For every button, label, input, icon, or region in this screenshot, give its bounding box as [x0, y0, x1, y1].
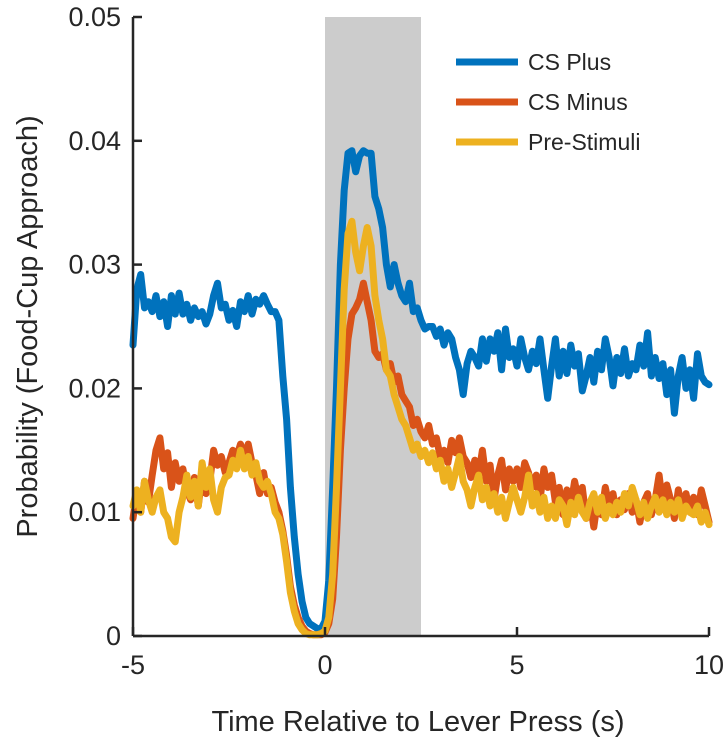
legend-label-2: CS Minus: [528, 89, 628, 115]
x-tick-label: 5: [509, 650, 524, 680]
y-tick-label: 0.03: [68, 250, 121, 280]
y-tick-label: 0: [106, 621, 121, 651]
axes: 00.010.020.030.040.05 -5 0 5 10: [68, 2, 724, 680]
x-tick-label: 10: [694, 650, 724, 680]
legend-label-1: CS Plus: [528, 49, 611, 75]
x-ticks: -5 0 5 10: [121, 627, 724, 680]
x-axis-title: Time Relative to Lever Press (s): [211, 706, 624, 738]
legend: CS Plus CS Minus Pre-Stimuli: [456, 49, 640, 155]
legend-label-3: Pre-Stimuli: [528, 129, 640, 155]
y-ticks: 0 0.01 0.02 0.03 0.04 0.05: [68, 2, 142, 651]
series-line-1: [129, 147, 713, 633]
series-layer: [129, 147, 713, 639]
y-tick-label: 0.01: [68, 497, 121, 527]
y-tick-label: 0.04: [68, 126, 121, 156]
x-tick-label: -5: [121, 650, 145, 680]
series-line-3: [129, 217, 713, 639]
y-axis-title: Probability (Food-Cup Approach): [12, 115, 44, 537]
y-tick-label: 0.02: [68, 373, 121, 403]
x-tick-label: 0: [317, 650, 332, 680]
y-tick-label: 0.05: [68, 2, 121, 32]
